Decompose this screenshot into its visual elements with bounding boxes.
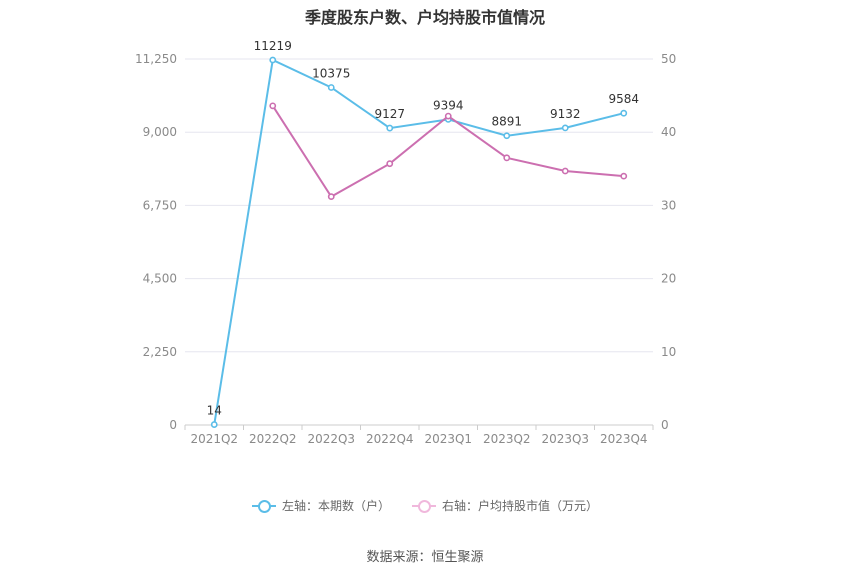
- x-tick-label: 2023Q4: [600, 432, 648, 446]
- y-right-tick-label: 50: [661, 52, 676, 66]
- y-right-tick-label: 40: [661, 125, 676, 139]
- data-label: 9394: [433, 98, 464, 112]
- households-point: [386, 124, 394, 132]
- y-left-tick-label: 6,750: [143, 198, 177, 212]
- data-label: 9127: [374, 107, 405, 121]
- x-tick-label: 2022Q4: [366, 432, 414, 446]
- avg-value-point: [620, 172, 628, 180]
- legend: 左轴：本期数（户） 右轴：户均持股市值（万元）: [0, 497, 850, 514]
- x-tick-label: 2022Q2: [249, 432, 297, 446]
- x-tick-label: 2023Q1: [424, 432, 472, 446]
- households-point: [561, 124, 569, 132]
- data-label: 9584: [608, 92, 639, 106]
- households-point: [269, 56, 277, 64]
- legend-item-households[interactable]: 左轴：本期数（户）: [251, 497, 390, 514]
- y-right-tick-label: 0: [661, 418, 669, 432]
- x-tick-label: 2021Q2: [190, 432, 238, 446]
- data-label: 14: [207, 404, 222, 418]
- avg-value-point: [444, 112, 452, 120]
- x-tick-label: 2022Q3: [307, 432, 355, 446]
- avg-value-point: [503, 154, 511, 162]
- households-point: [503, 132, 511, 140]
- y-left-tick-label: 11,250: [135, 52, 177, 66]
- x-tick-label: 2023Q2: [483, 432, 531, 446]
- households-line: [213, 58, 624, 425]
- y-right-tick-label: 10: [661, 345, 676, 359]
- avg-value-point: [561, 167, 569, 175]
- legend-item-avg-value[interactable]: 右轴：户均持股市值（万元）: [412, 497, 598, 514]
- data-source: 数据来源：恒生聚源: [366, 550, 484, 565]
- avg-value-point: [269, 102, 277, 110]
- legend-label-households: 左轴：本期数（户）: [281, 499, 390, 513]
- data-label: 10375: [312, 66, 350, 80]
- legend-swatch-avg-value: [412, 499, 436, 513]
- legend-swatch-households: [251, 499, 276, 513]
- y-right-tick-label: 30: [661, 198, 676, 212]
- households-point: [620, 109, 628, 117]
- x-tick-label: 2023Q3: [541, 432, 589, 446]
- chart-title: 季度股东户数、户均持股市值情况: [304, 8, 545, 27]
- y-right-tick-label: 20: [661, 272, 676, 286]
- y-left-tick-label: 9,000: [143, 125, 177, 139]
- data-label: 9132: [550, 107, 581, 121]
- avg-value-point: [386, 160, 394, 168]
- line-chart: 0 2,250 4,500 6,750 9,000 11,250 0 10 20 30 40 50 20…: [135, 39, 676, 446]
- households-point: [210, 421, 218, 428]
- data-label: 8891: [491, 115, 522, 129]
- y-left-tick-label: 0: [169, 418, 177, 432]
- y-left-tick-label: 2,250: [143, 345, 177, 359]
- data-label: 11219: [254, 39, 292, 53]
- legend-label-avg-value: 右轴：户均持股市值（万元）: [442, 499, 599, 513]
- households-point: [327, 84, 335, 91]
- avg-value-point: [327, 193, 335, 201]
- y-left-tick-label: 4,500: [143, 272, 177, 286]
